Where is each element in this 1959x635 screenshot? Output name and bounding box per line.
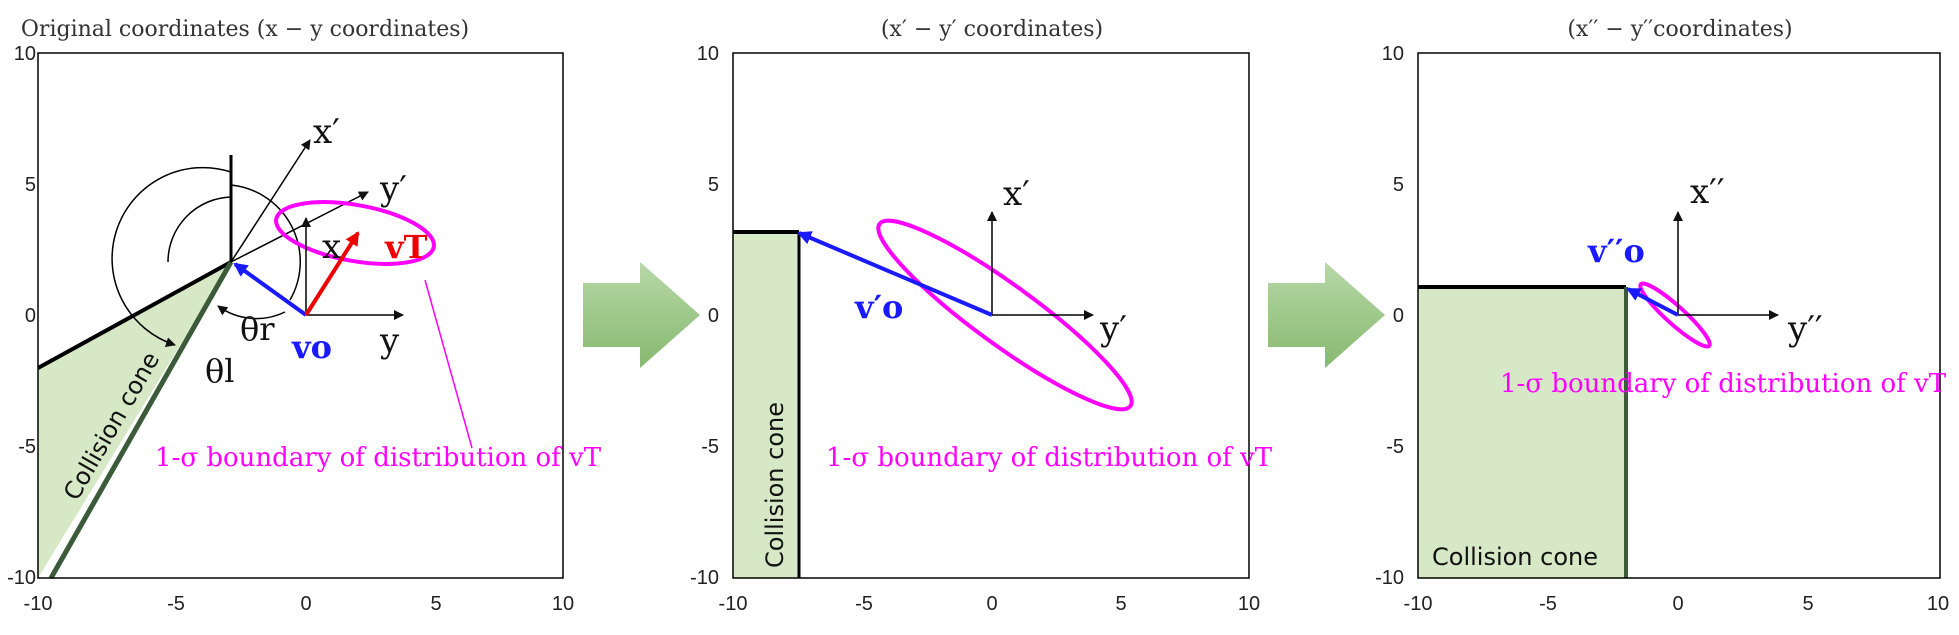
- tick-label: 10: [1238, 593, 1260, 615]
- tick-label: 5: [25, 174, 36, 196]
- tick-label: 10: [697, 43, 719, 65]
- tick-label: -5: [855, 593, 873, 615]
- panel-1-xp-axis: [230, 139, 311, 263]
- tick-label: 10: [552, 593, 574, 615]
- panel-2-y-label: y′: [1099, 309, 1127, 349]
- tick-label: -10: [690, 567, 719, 589]
- tick-label: 10: [14, 43, 36, 65]
- panel-1-arc-mid: [230, 184, 301, 301]
- panel-3-boundary-label: 1-σ boundary of distribution of vT: [1500, 369, 1947, 399]
- panel-2-y-ticks: 10 5 0 -5 -10: [690, 43, 719, 589]
- panel-1-y-ticks: 10 5 0 -5 -10: [7, 43, 36, 589]
- tick-label: 0: [300, 593, 311, 615]
- panel-3-vo-label: v′′o: [1587, 232, 1645, 270]
- panel-2: (x′ − y′ coordinates) -10 -5 0 5 10 10 5…: [690, 17, 1273, 615]
- panel-2-frame: [732, 52, 1250, 579]
- panel-1-yp-label: y′: [379, 169, 407, 209]
- panel-1-y-label: y: [379, 321, 400, 361]
- tick-label: 10: [1382, 43, 1404, 65]
- panel-1-arc-inner: [217, 305, 286, 320]
- tick-label: -10: [1375, 567, 1404, 589]
- panel-1-collision-cone: [38, 262, 231, 578]
- panel-2-title: (x′ − y′ coordinates): [881, 17, 1103, 42]
- tick-label: -10: [1404, 593, 1433, 615]
- panel-1-theta-l: θl: [205, 352, 235, 390]
- panel-2-boundary-label: 1-σ boundary of distribution of vT: [826, 443, 1273, 473]
- panel-1-vo-vector: [233, 262, 308, 317]
- tick-label: 5: [1802, 593, 1813, 615]
- tick-label: -5: [1539, 593, 1557, 615]
- panel-1: Original coordinates (x − y coordinates)…: [7, 17, 602, 615]
- panel-3-title: (x′′ − y′′coordinates): [1567, 17, 1792, 42]
- panel-2-x-ticks: -10 -5 0 5 10: [719, 593, 1261, 615]
- tick-label: 0: [1393, 305, 1404, 327]
- tick-label: -5: [701, 436, 719, 458]
- panel-1-sigma-ellipse: [274, 200, 436, 266]
- tick-label: -5: [1386, 436, 1404, 458]
- panel-3-y-label: y′′: [1787, 309, 1823, 349]
- panel-3-frame: [1417, 52, 1941, 579]
- panel-1-vT-label: vT: [384, 228, 428, 266]
- tick-label: -10: [24, 593, 53, 615]
- tick-label: -5: [167, 593, 185, 615]
- panel-1-cone-edge-left: [37, 260, 232, 370]
- panel-3-y-ticks: 10 5 0 -5 -10: [1375, 43, 1404, 589]
- tick-label: -5: [18, 436, 36, 458]
- tick-label: 5: [1393, 174, 1404, 196]
- tick-label: 5: [1115, 593, 1126, 615]
- transition-arrow-2: [1268, 262, 1385, 368]
- panel-3-collision-cone: [1418, 287, 1626, 578]
- panel-1-frame: [37, 52, 564, 579]
- tick-label: 0: [986, 593, 997, 615]
- tick-label: 0: [1672, 593, 1683, 615]
- tick-label: 5: [430, 593, 441, 615]
- panel-1-arc-outer: [111, 166, 232, 347]
- panel-2-vo-vector: [797, 231, 993, 317]
- panel-1-vo-label: vo: [291, 328, 332, 366]
- panel-2-collision-cone: [733, 232, 799, 578]
- panel-2-x-label: x′: [1003, 174, 1030, 214]
- panel-2-cone-label: Collision cone: [761, 402, 789, 568]
- panel-1-cone-edge-right: [48, 260, 234, 580]
- panel-1-vT-vector: [304, 231, 360, 317]
- panel-1-x-ticks: -10 -5 0 5 10: [24, 593, 575, 615]
- panel-3-x-ticks: -10 -5 0 5 10: [1404, 593, 1950, 615]
- panel-1-theta-r: θr: [240, 310, 275, 348]
- panel-2-sigma-ellipse: [876, 218, 1134, 412]
- tick-label: -10: [719, 593, 748, 615]
- panel-2-vo-label: v′o: [854, 288, 903, 326]
- tick-label: 10: [1927, 593, 1949, 615]
- panel-1-boundary-pointer: [424, 279, 473, 449]
- panel-3-sigma-ellipse: [1638, 281, 1712, 349]
- transition-arrow-1: [583, 262, 700, 368]
- panel-1-xp-label: x′: [313, 112, 340, 152]
- tick-label: -10: [7, 567, 36, 589]
- panel-3: (x′′ − y′′coordinates) -10 -5 0 5 10 10 …: [1375, 17, 1949, 615]
- panel-3-cone-label: Collision cone: [1432, 543, 1598, 571]
- panel-3-x-label: x′′: [1690, 172, 1725, 212]
- panel-1-boundary-label: 1-σ boundary of distribution of vT: [155, 443, 602, 473]
- panel-1-title: Original coordinates (x − y coordinates): [21, 17, 469, 42]
- tick-label: 0: [25, 305, 36, 327]
- tick-label: 5: [708, 174, 719, 196]
- panel-3-vo-vector: [1626, 287, 1679, 317]
- panel-1-arc-inner2: [167, 196, 232, 263]
- tick-label: 0: [708, 305, 719, 327]
- panel-1-x-label: x: [322, 227, 341, 267]
